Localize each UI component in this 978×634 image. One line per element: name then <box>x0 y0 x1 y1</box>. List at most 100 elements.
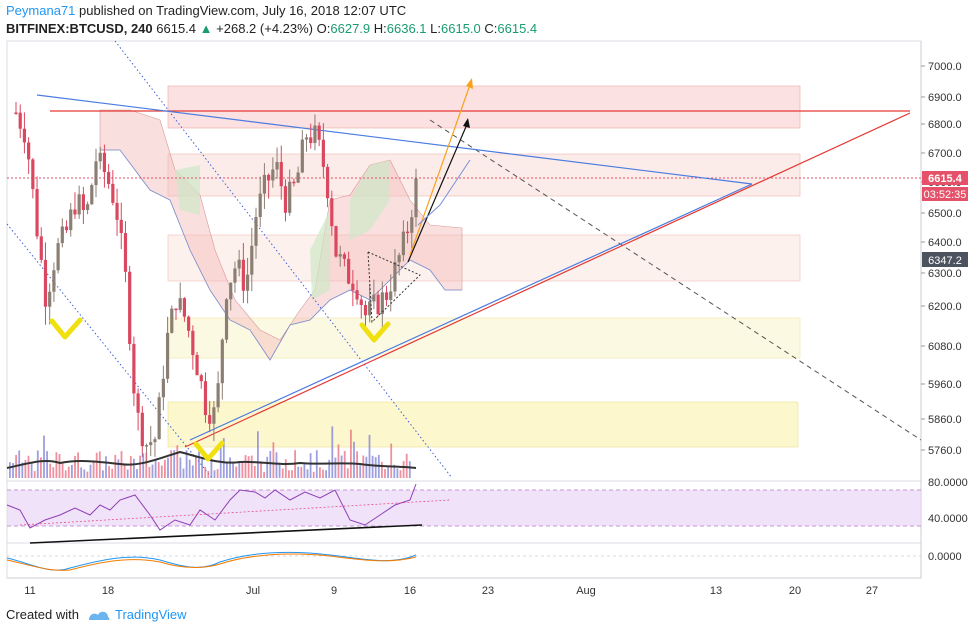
yellow-check-icon-3 <box>193 440 225 462</box>
volume-bar <box>164 459 166 478</box>
candle-body <box>128 271 132 344</box>
candle-body <box>144 445 149 447</box>
triangle-lower-line-red <box>184 112 911 448</box>
countdown-badge-text: 03:52:35 <box>924 189 967 201</box>
volume-bar <box>185 450 188 478</box>
volume-bar <box>374 457 377 478</box>
volume-bar <box>337 444 340 478</box>
candle-body <box>393 262 397 292</box>
candle-body <box>94 161 98 186</box>
candle-body <box>170 308 174 333</box>
volume-bar <box>257 431 259 478</box>
channel-line-lower <box>6 223 213 479</box>
volume-bar <box>297 466 300 478</box>
yellow-check-icon-2 <box>359 321 391 343</box>
orange-arrow-head-icon <box>466 78 473 89</box>
candle-body <box>220 339 224 384</box>
volume-bar <box>139 455 141 478</box>
candle-body <box>161 378 165 398</box>
volume-bar <box>393 464 396 478</box>
volume-bar <box>179 457 182 478</box>
volume-bar <box>148 466 151 478</box>
candle-body <box>321 139 325 167</box>
volume-bar <box>92 461 95 478</box>
yellow-check-icon-1 <box>49 317 83 340</box>
price-tick-label: 6700.0 <box>928 148 962 160</box>
macd-pane[interactable] <box>6 542 922 579</box>
volume-bar <box>40 457 42 478</box>
time-axis[interactable]: 11 18 Jul 9 16 23 Aug 13 20 27 <box>24 585 878 597</box>
candle-body <box>35 189 39 237</box>
black-target-arrow <box>407 121 469 263</box>
orange-target-arrow <box>409 81 472 256</box>
volume-bar <box>288 470 290 478</box>
candle-body <box>271 169 275 181</box>
volume-bar <box>213 470 216 478</box>
candle-body <box>174 308 178 311</box>
level-badge <box>922 252 968 267</box>
close-value: 6615.4 <box>497 21 538 36</box>
candle-body <box>245 274 250 291</box>
candle-body <box>304 137 309 140</box>
volume-bar <box>387 466 389 478</box>
candle-body <box>149 442 153 446</box>
price-tick-label: 6400.0 <box>928 237 962 249</box>
volume-bar <box>49 463 52 478</box>
volume-bar <box>362 455 365 478</box>
level-badge-text: 6347.2 <box>928 255 962 267</box>
volume-bar <box>269 450 272 478</box>
volume-bar <box>325 470 327 478</box>
volume-bar <box>334 457 337 478</box>
candle-body <box>39 236 43 260</box>
volume-bar <box>222 438 225 478</box>
author-link[interactable]: Peymana71 <box>6 3 76 18</box>
candle-body <box>111 183 115 203</box>
candle-body <box>182 298 187 317</box>
volume-bar <box>108 466 110 478</box>
open-value: 6627.9 <box>330 21 371 36</box>
volume-bar <box>133 458 135 478</box>
volume-bar <box>157 462 160 478</box>
volume-bar <box>142 453 145 478</box>
candle-body <box>199 375 203 382</box>
candle-body <box>250 245 254 275</box>
volume-bar <box>266 456 269 478</box>
candle-body <box>267 174 271 181</box>
candle-body <box>330 198 334 227</box>
candle-body <box>325 166 330 199</box>
tradingview-brand-link[interactable]: TradingView <box>114 607 187 622</box>
volume-bar <box>145 452 148 478</box>
volume-bar <box>55 452 58 478</box>
published-text: published on TradingView.com, July 16, 2… <box>79 3 407 18</box>
candle-body <box>363 305 368 316</box>
candle-body <box>317 125 321 140</box>
candle-body <box>410 217 414 233</box>
volume-bar <box>136 469 138 478</box>
volume-bar <box>353 441 355 478</box>
volume-bar <box>250 455 253 478</box>
volume-bar <box>216 469 219 478</box>
volume-bar <box>188 459 191 478</box>
volume-bar <box>247 456 250 478</box>
price-tick-label: 5860.0 <box>928 414 962 426</box>
candle-body <box>157 397 161 440</box>
volume-bar <box>204 466 207 478</box>
price-tick-label: 7000.0 <box>928 61 962 73</box>
volume-bar <box>46 451 48 478</box>
close-label: C: <box>484 21 498 36</box>
volume-bar <box>117 459 120 478</box>
candle-body <box>98 152 102 162</box>
volume-bar <box>359 465 362 478</box>
volume-bar <box>105 456 107 478</box>
price-tick-label: 6900.0 <box>928 92 962 104</box>
volume-bar <box>309 453 312 478</box>
volume-bar <box>151 464 154 478</box>
candle-body <box>347 258 351 284</box>
price-tick-label: 5760.0 <box>928 445 962 457</box>
candle-body <box>31 159 35 190</box>
volume-bar <box>291 470 293 478</box>
low-label: L: <box>430 21 441 36</box>
volume-bar <box>123 464 126 478</box>
volume-bar <box>322 469 324 478</box>
